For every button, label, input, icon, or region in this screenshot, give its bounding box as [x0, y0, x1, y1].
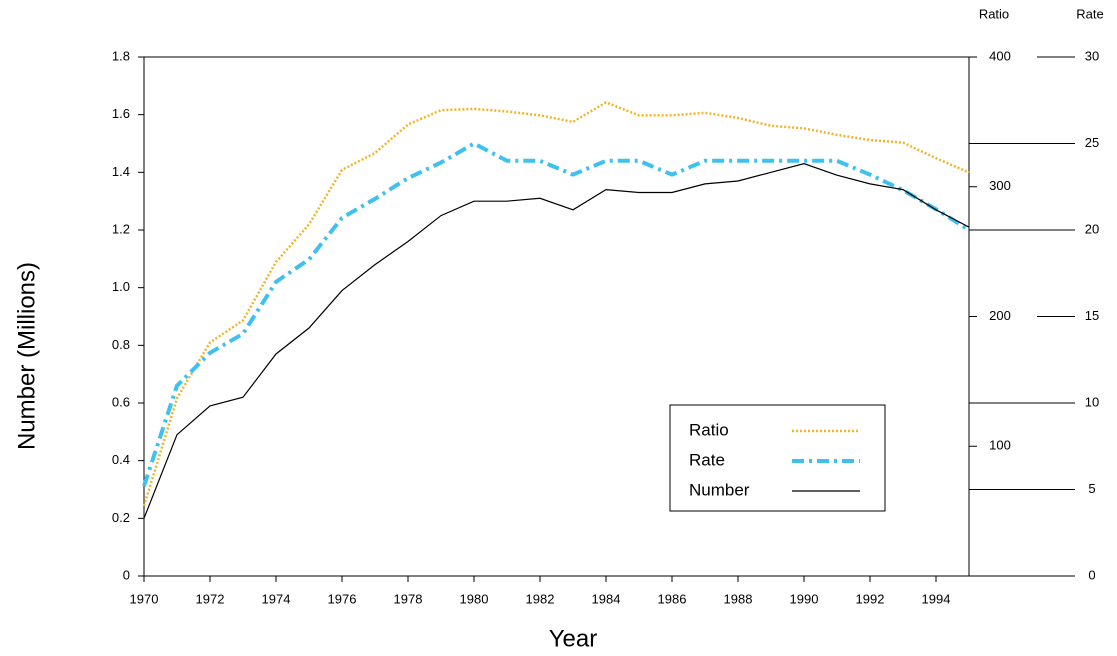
y-tick-label: 1.2 — [112, 221, 130, 236]
y3-tick-label: 30 — [1085, 48, 1099, 63]
y-tick-label: 1.6 — [112, 106, 130, 121]
y2-tick-label: 300 — [989, 178, 1011, 193]
x-tick-label: 1974 — [262, 591, 291, 606]
y3-tick-label: 5 — [1088, 481, 1095, 496]
y-tick-label: 0 — [123, 567, 130, 582]
y3-tick-label: 10 — [1085, 394, 1099, 409]
y-tick-label: 1.0 — [112, 279, 130, 294]
y-tick-label: 1.4 — [112, 164, 130, 179]
y2-tick-label: 400 — [989, 48, 1011, 63]
y3-tick-label: 0 — [1088, 567, 1095, 582]
x-tick-label: 1970 — [130, 591, 159, 606]
y-tick-label: 0.2 — [112, 510, 130, 525]
x-tick-label: 1992 — [856, 591, 885, 606]
y-tick-label: 0.6 — [112, 394, 130, 409]
x-tick-label: 1976 — [328, 591, 357, 606]
y-tick-label: 0.8 — [112, 337, 130, 352]
y2-tick-label: 200 — [989, 308, 1011, 323]
series-line — [143, 163, 970, 519]
series-line — [142, 101, 970, 507]
x-tick-label: 1986 — [658, 591, 687, 606]
x-tick-label: 1994 — [922, 591, 951, 606]
legend-label: Rate — [689, 450, 725, 469]
x-tick-label: 1972 — [196, 591, 225, 606]
y-tick-label: 1.8 — [112, 48, 130, 63]
y3-axis-label: Rate — [1076, 6, 1103, 21]
x-tick-label: 1978 — [394, 591, 423, 606]
series-line — [142, 141, 971, 487]
x-tick-label: 1982 — [526, 591, 555, 606]
y-tick-label: 0.4 — [112, 452, 130, 467]
y3-tick-label: 25 — [1085, 135, 1099, 150]
x-tick-label: 1990 — [790, 591, 819, 606]
x-tick-label: 1988 — [724, 591, 753, 606]
x-tick-label: 1980 — [460, 591, 489, 606]
legend-box — [669, 404, 886, 512]
y3-tick-label: 20 — [1085, 221, 1099, 236]
y-axis-label: Number (Millions) — [13, 262, 40, 450]
legend-label: Number — [689, 480, 750, 499]
x-tick-label: 1984 — [592, 591, 621, 606]
y2-axis-label: Ratio — [979, 6, 1009, 21]
y2-tick-label: 100 — [989, 438, 1011, 453]
y3-tick-label: 15 — [1085, 308, 1099, 323]
x-axis-label: Year — [549, 625, 598, 652]
legend-label: Ratio — [689, 420, 729, 439]
